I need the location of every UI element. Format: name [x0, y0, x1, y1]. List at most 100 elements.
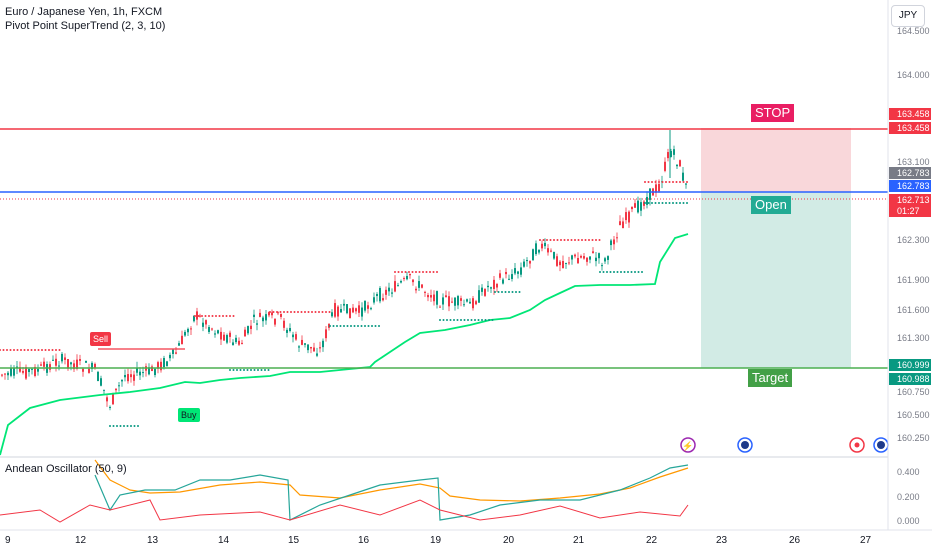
- candle-body: [22, 370, 24, 373]
- candle-body: [259, 312, 261, 317]
- pivot-dot: [304, 311, 306, 313]
- stop-zone[interactable]: [701, 128, 851, 192]
- candle-body: [157, 362, 159, 369]
- pivot-dot: [422, 271, 424, 273]
- candle-body: [580, 255, 582, 258]
- pivot-dot: [630, 271, 633, 273]
- indicator-title[interactable]: Pivot Point SuperTrend (2, 3, 10): [5, 20, 166, 32]
- pivot-dot: [218, 315, 221, 317]
- candle-body: [604, 258, 606, 262]
- pivot-dot: [378, 325, 380, 327]
- candle-body: [205, 320, 207, 325]
- candle-body: [64, 357, 66, 360]
- pivot-dot: [439, 319, 441, 321]
- pivot-dot: [286, 311, 289, 313]
- target-label[interactable]: Target: [748, 369, 793, 387]
- candle-body: [487, 285, 489, 288]
- candle-body: [217, 330, 219, 334]
- candle-body: [553, 251, 555, 259]
- pivot-dot: [336, 325, 338, 327]
- candle-body: [355, 308, 357, 312]
- pivot-dot: [250, 369, 252, 371]
- candle-body: [256, 323, 258, 325]
- candle-body: [556, 256, 558, 266]
- candle-body: [457, 296, 459, 306]
- candle-body: [634, 203, 636, 208]
- candle-body: [628, 211, 630, 223]
- open-label[interactable]: Open: [751, 196, 791, 214]
- oscillator-title[interactable]: Andean Oscillator (50, 9): [5, 463, 127, 475]
- osc-tick-label: 0.200: [897, 492, 920, 502]
- time-axis[interactable]: 9 12 13 14 15 16 19 20 21 22 23 26 27: [5, 535, 872, 546]
- pivot-dot: [325, 311, 327, 313]
- candle-body: [442, 297, 444, 305]
- pivot-dot: [229, 369, 231, 371]
- candle-body: [667, 152, 669, 159]
- candle-body: [52, 359, 54, 361]
- pivot-dot: [267, 369, 270, 371]
- pivot-dot: [598, 239, 601, 241]
- candle-body: [583, 256, 585, 259]
- pivot-dot: [137, 425, 139, 427]
- pivot-dot: [456, 319, 459, 321]
- candle-body: [73, 363, 75, 370]
- price-axis[interactable]: 164.500 164.000 163.100 162.300 161.900 161.6…: [897, 26, 930, 443]
- target-zone[interactable]: [701, 192, 851, 368]
- candle-body: [334, 303, 336, 317]
- candle-body: [394, 281, 396, 292]
- pivot-dot: [364, 325, 366, 327]
- osc-tick-label: 0.000: [897, 516, 920, 526]
- supertrend-series: [0, 181, 689, 456]
- pivot-dot: [436, 271, 438, 273]
- candle-body: [301, 339, 303, 345]
- candle-body: [202, 322, 204, 327]
- candle-body: [94, 363, 96, 368]
- pivot-dot: [595, 239, 597, 241]
- pivot-dot: [542, 239, 545, 241]
- candle-body: [235, 337, 237, 343]
- buy-signal: Buy: [178, 408, 200, 422]
- pivot-dot: [460, 319, 462, 321]
- candle-body: [298, 346, 300, 348]
- price-tick-label: 161.600: [897, 305, 930, 315]
- candle-body: [310, 346, 312, 349]
- symbol-title[interactable]: Euro / Japanese Yen, 1h, FXCM: [5, 6, 163, 18]
- candle-body: [169, 354, 171, 359]
- candle-body: [367, 305, 369, 309]
- candle-body: [451, 301, 453, 303]
- time-tick-label: 20: [503, 535, 515, 546]
- candle-body: [643, 201, 645, 206]
- candle-body: [520, 267, 522, 275]
- candle-body: [148, 367, 150, 375]
- candle-body: [265, 314, 267, 321]
- candle-body: [25, 367, 27, 379]
- pivot-dot: [208, 315, 210, 317]
- time-tick-label: 12: [75, 535, 87, 546]
- candle-body: [109, 406, 111, 409]
- candle-body: [13, 368, 15, 376]
- candle-body: [496, 283, 498, 288]
- currency-button[interactable]: JPY: [891, 5, 925, 27]
- svg-text:⚡: ⚡: [682, 440, 693, 452]
- candle-body: [76, 359, 78, 369]
- candle-body: [481, 287, 483, 292]
- candle-body: [574, 254, 576, 257]
- time-tick-label: 16: [358, 535, 370, 546]
- pivot-dot: [239, 369, 242, 371]
- pivot-dot: [672, 202, 674, 204]
- pivot-dot: [123, 425, 125, 427]
- candle-body: [226, 335, 228, 343]
- oscillator-axis[interactable]: 0.400 0.200 0.000: [897, 467, 920, 526]
- pivot-dot: [665, 202, 667, 204]
- pivot-dot: [661, 202, 664, 204]
- pivot-dot: [37, 349, 40, 351]
- pivot-dot: [397, 271, 400, 273]
- pivot-dot: [44, 349, 47, 351]
- candle-body: [337, 306, 339, 317]
- pivot-dot: [283, 311, 285, 313]
- candlestick-series: [1, 130, 687, 411]
- stop-label[interactable]: STOP: [751, 104, 795, 122]
- lightning-icon[interactable]: [680, 437, 696, 453]
- pivot-dot: [654, 181, 657, 183]
